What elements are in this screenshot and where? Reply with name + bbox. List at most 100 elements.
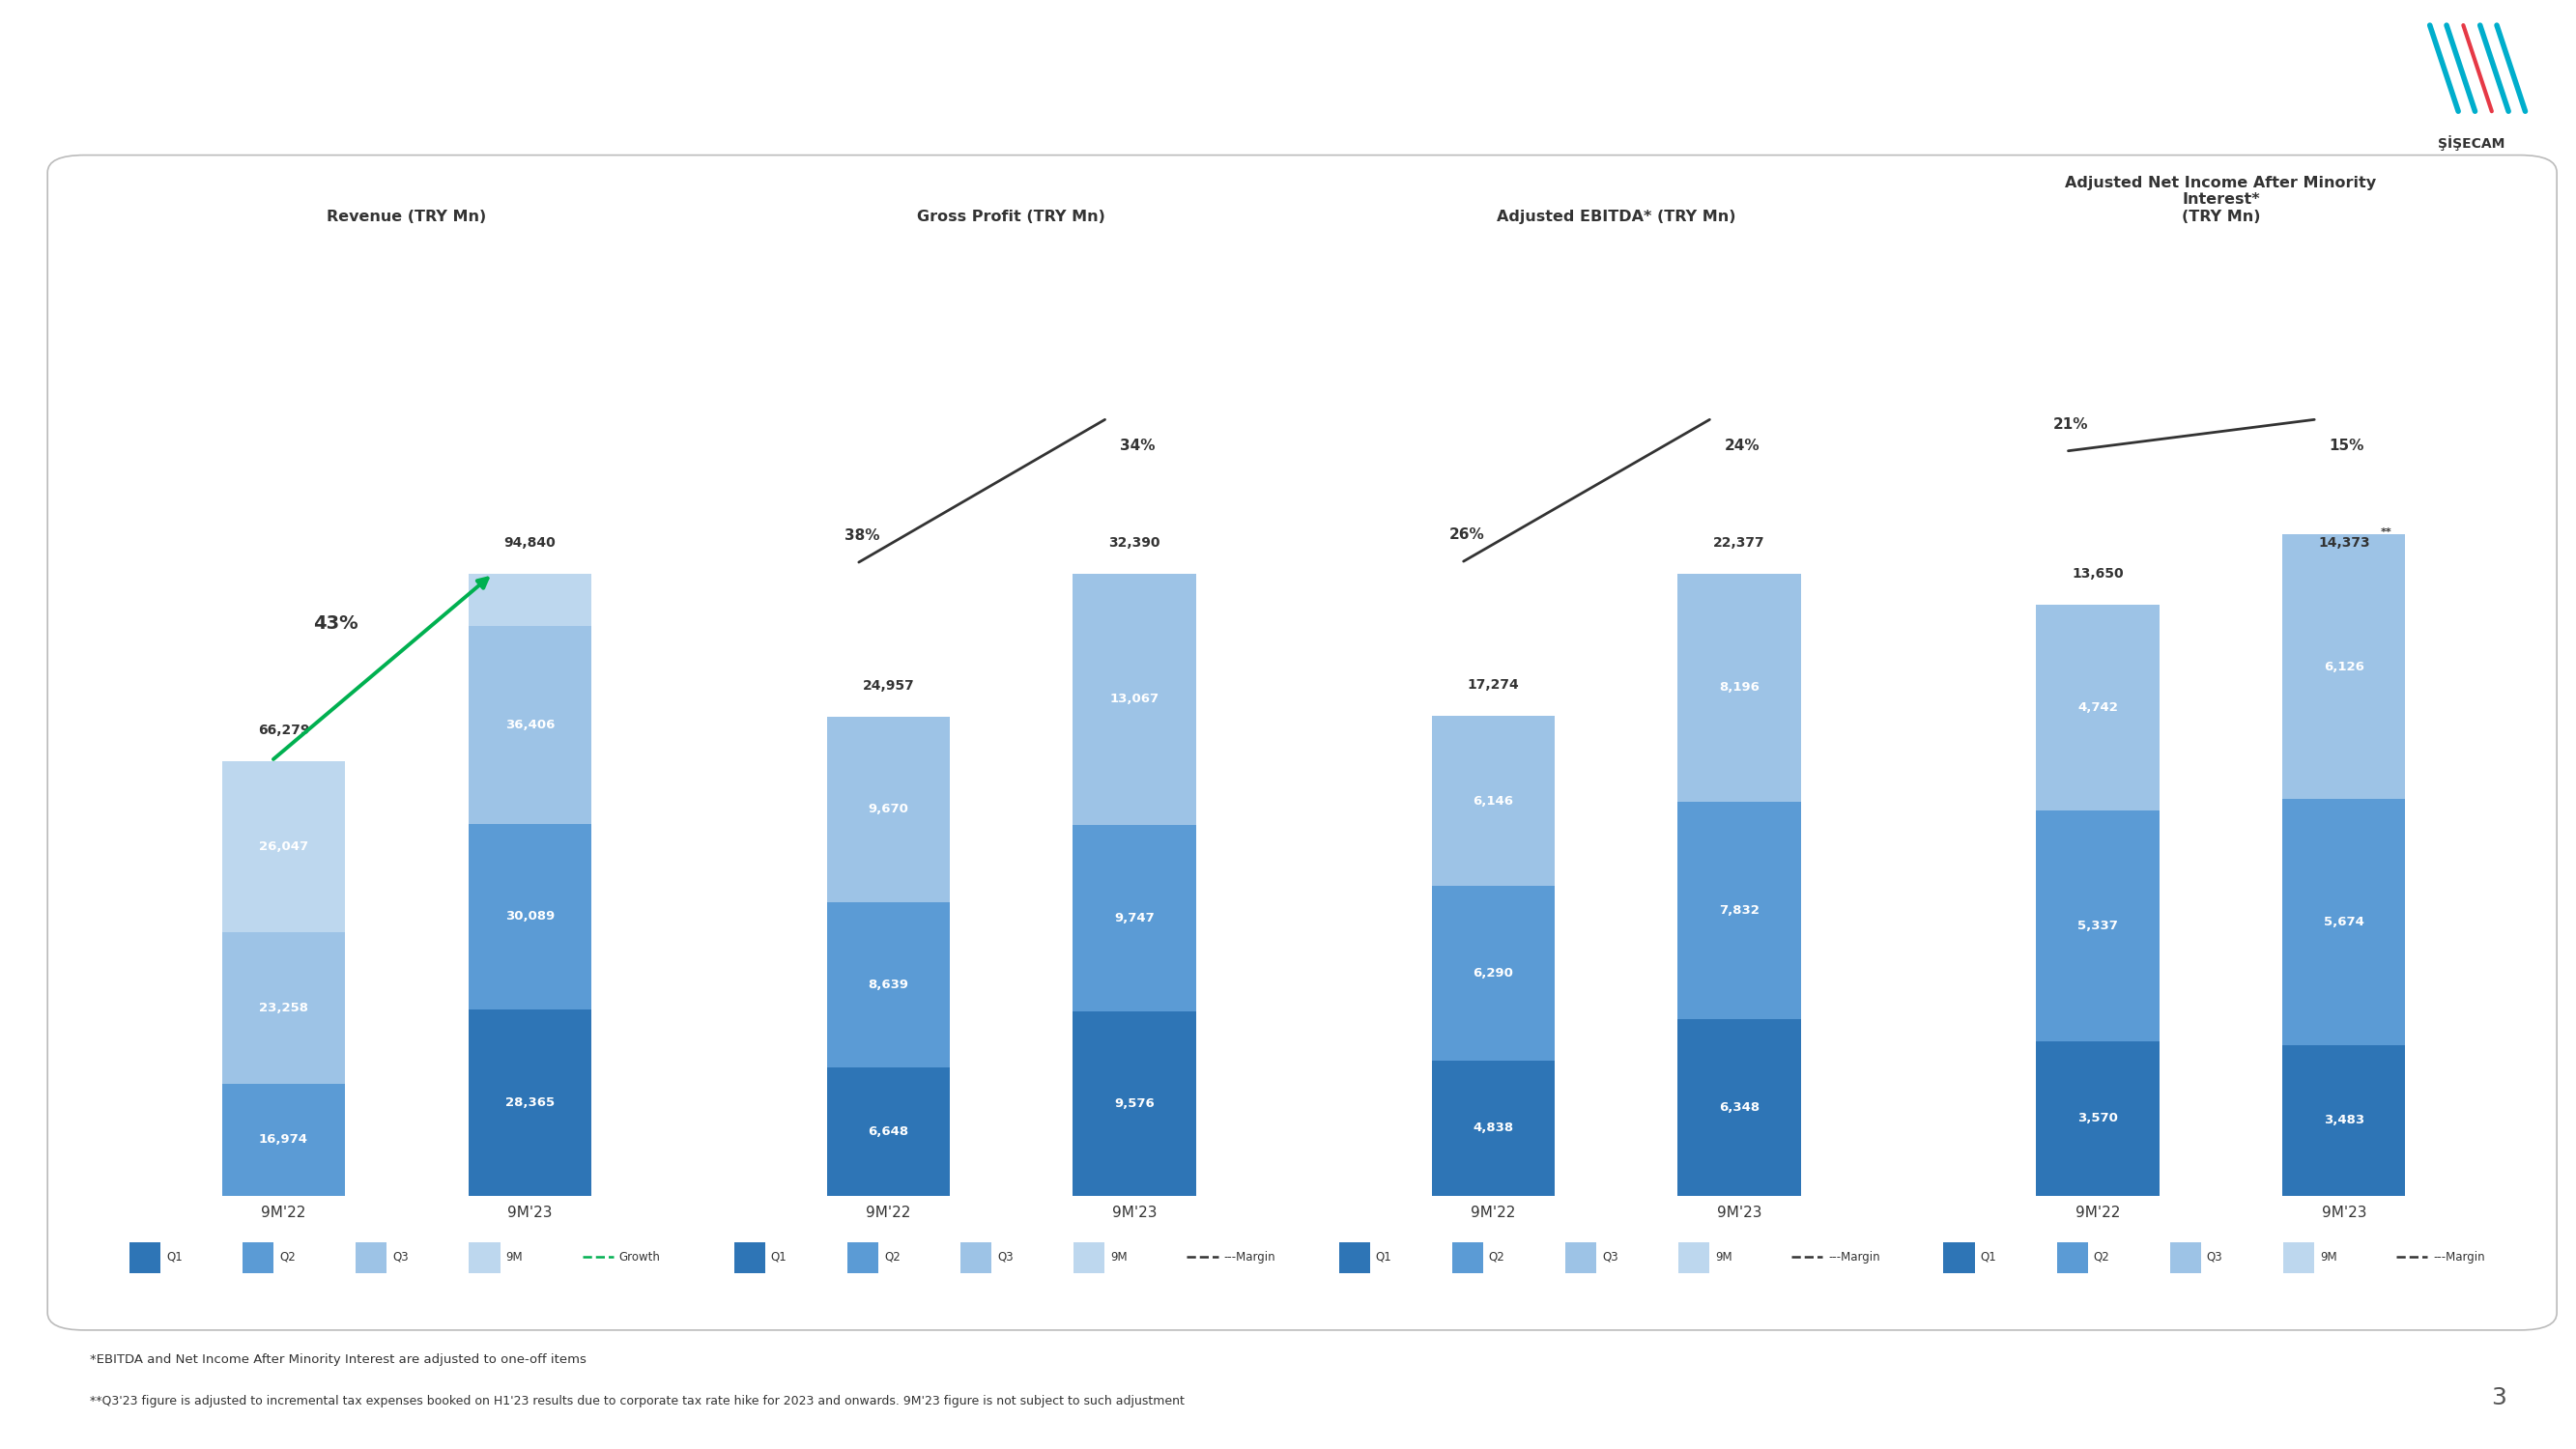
Bar xyxy=(1942,1243,1976,1274)
Text: 36,406: 36,406 xyxy=(505,719,554,732)
Bar xyxy=(1680,1243,1710,1274)
Text: 15%: 15% xyxy=(2329,439,2365,454)
Text: 4,838: 4,838 xyxy=(1473,1122,1515,1135)
Text: 5,337: 5,337 xyxy=(2076,919,2117,932)
Text: Q3: Q3 xyxy=(997,1250,1012,1264)
Text: 21%: 21% xyxy=(2053,417,2089,432)
Text: 4,742: 4,742 xyxy=(2076,701,2117,714)
Text: 9M'23 Key Financial Results: 9M'23 Key Financial Results xyxy=(155,70,999,122)
Text: ŞİŞECAM: ŞİŞECAM xyxy=(2437,135,2506,151)
Text: Q1: Q1 xyxy=(165,1250,183,1264)
Text: 8,196: 8,196 xyxy=(1718,681,1759,694)
Bar xyxy=(2282,1045,2406,1195)
Bar xyxy=(1566,1243,1597,1274)
Text: 9M: 9M xyxy=(2321,1250,2336,1264)
Text: 13,650: 13,650 xyxy=(2071,568,2123,581)
Text: 9M: 9M xyxy=(1716,1250,1731,1264)
Text: Q2: Q2 xyxy=(1489,1250,1504,1264)
Bar xyxy=(222,761,345,932)
Text: 34%: 34% xyxy=(1121,439,1154,454)
Text: Q2: Q2 xyxy=(278,1250,296,1264)
Text: 3,570: 3,570 xyxy=(2076,1111,2117,1124)
Text: ---Margin: ---Margin xyxy=(2434,1250,2486,1264)
Bar xyxy=(1677,1019,1801,1195)
Bar xyxy=(469,1010,592,1195)
Bar xyxy=(1340,1243,1370,1274)
Title: Adjusted Net Income After Minority
Interest*
(TRY Mn): Adjusted Net Income After Minority Inter… xyxy=(2066,175,2378,225)
Text: 9M: 9M xyxy=(1110,1250,1128,1264)
Text: 5,674: 5,674 xyxy=(2324,916,2365,929)
Bar xyxy=(469,1243,500,1274)
Text: 26,047: 26,047 xyxy=(260,840,309,852)
Text: ---Margin: ---Margin xyxy=(1829,1250,1880,1264)
Text: **: ** xyxy=(2380,527,2393,538)
Text: Q3: Q3 xyxy=(392,1250,410,1264)
Bar xyxy=(1074,574,1195,824)
Bar xyxy=(827,716,951,903)
Bar xyxy=(1432,887,1553,1061)
Text: Growth: Growth xyxy=(618,1250,659,1264)
Text: Q3: Q3 xyxy=(1602,1250,1618,1264)
Text: 6,146: 6,146 xyxy=(1473,794,1512,807)
Text: 23,258: 23,258 xyxy=(260,1001,309,1014)
Bar xyxy=(129,1243,160,1274)
Text: Q2: Q2 xyxy=(2094,1250,2110,1264)
Bar xyxy=(1677,801,1801,1019)
Text: 22,377: 22,377 xyxy=(1713,536,1765,549)
Text: 26%: 26% xyxy=(1448,527,1484,542)
Bar xyxy=(1453,1243,1484,1274)
Text: 43%: 43% xyxy=(314,614,358,633)
Text: Q1: Q1 xyxy=(1981,1250,1996,1264)
Bar xyxy=(1677,574,1801,801)
Bar xyxy=(355,1243,386,1274)
Bar xyxy=(961,1243,992,1274)
Bar xyxy=(2035,606,2159,810)
Bar xyxy=(827,903,951,1068)
Bar xyxy=(469,823,592,1010)
Text: 3,483: 3,483 xyxy=(2324,1114,2365,1126)
Bar xyxy=(1432,716,1553,887)
Bar xyxy=(222,932,345,1084)
Text: 8,639: 8,639 xyxy=(868,978,909,991)
Text: 6,348: 6,348 xyxy=(1718,1101,1759,1113)
Bar xyxy=(2282,800,2406,1045)
Bar xyxy=(469,626,592,823)
Bar xyxy=(2169,1243,2200,1274)
Text: 9,747: 9,747 xyxy=(1115,911,1154,924)
Text: Q3: Q3 xyxy=(2208,1250,2223,1264)
Bar xyxy=(2035,1040,2159,1195)
Bar xyxy=(2282,535,2406,800)
Text: 17,274: 17,274 xyxy=(1468,678,1520,691)
Text: 9,670: 9,670 xyxy=(868,803,909,816)
Text: 9,576: 9,576 xyxy=(1115,1097,1154,1110)
Bar xyxy=(2035,810,2159,1040)
Text: 6,290: 6,290 xyxy=(1473,968,1512,980)
Text: *EBITDA and Net Income After Minority Interest are adjusted to one-off items: *EBITDA and Net Income After Minority In… xyxy=(90,1353,587,1365)
Text: 7,832: 7,832 xyxy=(1718,904,1759,917)
Title: Gross Profit (TRY Mn): Gross Profit (TRY Mn) xyxy=(917,210,1105,225)
Text: 28,365: 28,365 xyxy=(505,1097,554,1108)
FancyBboxPatch shape xyxy=(46,155,2558,1330)
Text: 66,279: 66,279 xyxy=(258,723,309,738)
Text: 16,974: 16,974 xyxy=(260,1133,309,1146)
Bar xyxy=(1074,1243,1105,1274)
Text: 24%: 24% xyxy=(1723,439,1759,454)
Bar xyxy=(222,1084,345,1195)
Title: Adjusted EBITDA* (TRY Mn): Adjusted EBITDA* (TRY Mn) xyxy=(1497,210,1736,225)
Text: Q1: Q1 xyxy=(1376,1250,1391,1264)
Text: **Q3'23 figure is adjusted to incremental tax expenses booked on H1'23 results d: **Q3'23 figure is adjusted to incrementa… xyxy=(90,1395,1185,1407)
Bar xyxy=(469,574,592,626)
Text: 30,089: 30,089 xyxy=(505,910,554,923)
Bar xyxy=(1432,1061,1553,1195)
Text: Q2: Q2 xyxy=(884,1250,899,1264)
Bar xyxy=(734,1243,765,1274)
Text: 14,373: 14,373 xyxy=(2318,536,2370,549)
Bar xyxy=(848,1243,878,1274)
Text: ---Margin: ---Margin xyxy=(1224,1250,1275,1264)
Text: 3: 3 xyxy=(2491,1387,2506,1410)
Text: 9M: 9M xyxy=(505,1250,523,1264)
Text: 38%: 38% xyxy=(845,529,878,543)
Text: 6,648: 6,648 xyxy=(868,1126,909,1137)
Text: 6,126: 6,126 xyxy=(2324,661,2365,674)
Text: 94,840: 94,840 xyxy=(505,536,556,549)
